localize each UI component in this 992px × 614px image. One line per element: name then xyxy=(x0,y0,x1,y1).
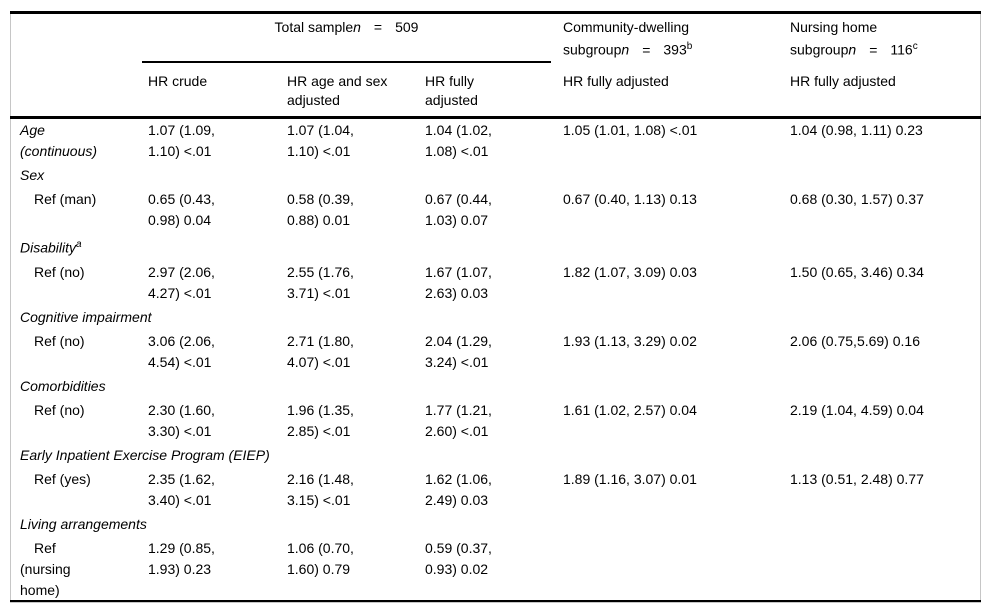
column-header-hr-fully-adjusted: HR fully adjusted xyxy=(425,73,478,108)
column-header-hr-fully-adjusted-community: HR fully adjusted xyxy=(563,73,669,89)
header-rule xyxy=(10,116,981,119)
cell-value: 1.61 (1.02, 2.57) 0.04 xyxy=(563,401,697,418)
table-row: Ref (no) 3.06 (2.06, 4.54) <.01 2.71 (1.80… xyxy=(20,331,976,373)
nursing-subgroup-word: subgroup xyxy=(790,41,849,58)
cell-value: 0.67 (0.44, 1.03) 0.07 xyxy=(425,191,492,228)
table-row: Living arrangements xyxy=(20,514,976,535)
table-frame: Total samplen = 509 Community-dwelling subg… xyxy=(10,11,981,603)
cell-value: 1.62 (1.06, 2.49) 0.03 xyxy=(425,470,492,508)
table-row: Ref (nursing home) 1.29 (0.85, 1.93) 0.23… xyxy=(20,538,976,601)
cell-value: 1.89 (1.16, 3.07) 0.01 xyxy=(563,470,697,487)
cell-value: 1.96 (1.35, 2.85) <.01 xyxy=(287,401,354,439)
cell-value: 1.04 (0.98, 1.11) 0.23 xyxy=(790,122,923,138)
cell-value: 2.55 (1.76, 3.71) <.01 xyxy=(287,263,354,301)
table-row: Ref (man) 0.65 (0.43, 0.98) 0.04 0.58 (0.3… xyxy=(20,189,976,231)
cell-value: 1.82 (1.07, 3.09) 0.03 xyxy=(563,263,697,280)
total-sample-spanner-rule xyxy=(142,61,551,63)
cell-value: 1.13 (0.51, 2.48) 0.77 xyxy=(790,470,924,487)
equals-sign: = xyxy=(373,19,383,35)
cell-value: 0.58 (0.39, 0.88) 0.01 xyxy=(287,191,354,228)
table-row: Sex xyxy=(20,165,976,186)
row-category-label: Living arrangements xyxy=(20,515,147,532)
nursing-subgroup-line1: Nursing home xyxy=(790,19,878,35)
cell-value: 2.06 (0.75,5.69) 0.16 xyxy=(790,332,920,349)
row-label: Ref (no) xyxy=(34,401,85,418)
column-header-hr-age-sex-adjusted: HR age and sex adjusted xyxy=(287,73,388,108)
cell-value: 2.16 (1.48, 3.15) <.01 xyxy=(287,470,354,508)
row-category-label: Cognitive impairment xyxy=(20,308,152,325)
table-row: Early Inpatient Exercise Program (EIEP) xyxy=(20,445,976,466)
footnote-marker-b: b xyxy=(686,41,693,52)
cell-value: 2.35 (1.62, 3.40) <.01 xyxy=(148,470,215,508)
cell-value: 2.30 (1.60, 3.30) <.01 xyxy=(148,401,215,439)
cell-value: 0.67 (0.40, 1.13) 0.13 xyxy=(563,191,697,207)
row-label: Ref (nursing home) xyxy=(20,539,71,598)
cell-value: 1.06 (0.70, 1.60) 0.79 xyxy=(287,539,354,577)
row-category-label: Comorbidities xyxy=(20,377,106,394)
total-sample-label: Total sample xyxy=(274,19,354,35)
bottom-rule xyxy=(10,600,981,602)
row-label: Ref (yes) xyxy=(34,470,91,487)
cell-value: 0.68 (0.30, 1.57) 0.37 xyxy=(790,191,924,207)
table-row: Ref (no) 2.30 (1.60, 3.30) <.01 1.96 (1.35… xyxy=(20,400,976,442)
cell-value: 1.50 (0.65, 3.46) 0.34 xyxy=(790,263,924,280)
cell-value: 1.93 (1.13, 3.29) 0.02 xyxy=(563,332,697,349)
equals-sign: = xyxy=(869,41,878,58)
total-sample-n-value: 509 xyxy=(395,19,419,35)
community-subgroup-word: subgroup xyxy=(563,41,622,58)
table-row: Disabilitya xyxy=(20,234,976,259)
table-body: Age (continuous) 1.07 (1.09, 1.10) <.01 1.… xyxy=(20,120,976,601)
nursing-subgroup-n-value: 116 xyxy=(890,41,913,58)
community-subgroup-line1: Community-dwelling xyxy=(563,19,690,35)
row-label: Age (continuous) xyxy=(20,122,98,159)
table-row: Ref (no) 2.97 (2.06, 4.27) <.01 2.55 (1.76… xyxy=(20,262,976,304)
footnote-marker-c: c xyxy=(912,41,918,52)
row-label: Ref (man) xyxy=(34,191,97,207)
community-subgroup-n-value: 393 xyxy=(663,41,687,58)
footnote-marker-a: a xyxy=(76,239,82,250)
n-symbol: n xyxy=(848,41,857,58)
nursing-home-subgroup-header: Nursing home subgroupn = 116c xyxy=(790,18,978,60)
cell-value: 1.05 (1.01, 1.08) <.01 xyxy=(563,122,698,138)
table-row: Age (continuous) 1.07 (1.09, 1.10) <.01 1.… xyxy=(20,120,976,162)
cell-value: 1.29 (0.85, 1.93) 0.23 xyxy=(148,539,215,577)
column-header-hr-crude: HR crude xyxy=(148,73,208,89)
total-sample-header: Total samplen = 509 xyxy=(142,18,551,37)
cell-value: 2.97 (2.06, 4.27) <.01 xyxy=(148,263,215,301)
n-symbol: n xyxy=(353,19,361,35)
cell-value: 0.65 (0.43, 0.98) 0.04 xyxy=(148,191,215,228)
column-header-hr-fully-adjusted-nursing: HR fully adjusted xyxy=(790,73,896,89)
table-row: Ref (yes) 2.35 (1.62, 3.40) <.01 2.16 (1.4… xyxy=(20,469,976,511)
community-subgroup-header: Community-dwelling subgroupn = 393b xyxy=(563,18,785,60)
table-row: Comorbidities xyxy=(20,376,976,397)
row-label: Ref (no) xyxy=(34,332,85,349)
row-category-label: Sex xyxy=(20,167,45,183)
cell-value: 2.71 (1.80, 4.07) <.01 xyxy=(287,332,354,370)
n-symbol: n xyxy=(621,41,630,58)
cell-value: 1.67 (1.07, 2.63) 0.03 xyxy=(425,263,492,301)
cell-value: 3.06 (2.06, 4.54) <.01 xyxy=(148,332,215,370)
cell-value: 1.04 (1.02, 1.08) <.01 xyxy=(425,122,492,159)
cell-value: 2.04 (1.29, 3.24) <.01 xyxy=(425,332,492,370)
cell-value: 0.59 (0.37, 0.93) 0.02 xyxy=(425,539,492,577)
equals-sign: = xyxy=(642,41,651,58)
cell-value: 1.07 (1.09, 1.10) <.01 xyxy=(148,122,215,159)
cell-value: 2.19 (1.04, 4.59) 0.04 xyxy=(790,401,924,418)
row-label: Ref (no) xyxy=(34,263,85,280)
table-row: Cognitive impairment xyxy=(20,307,976,328)
row-category-label: Early Inpatient Exercise Program (EIEP) xyxy=(20,446,270,463)
row-category-label: Disability xyxy=(20,239,77,256)
top-rule xyxy=(10,11,981,14)
cell-value: 1.07 (1.04, 1.10) <.01 xyxy=(287,122,354,159)
cell-value: 1.77 (1.21, 2.60) <.01 xyxy=(425,401,492,439)
